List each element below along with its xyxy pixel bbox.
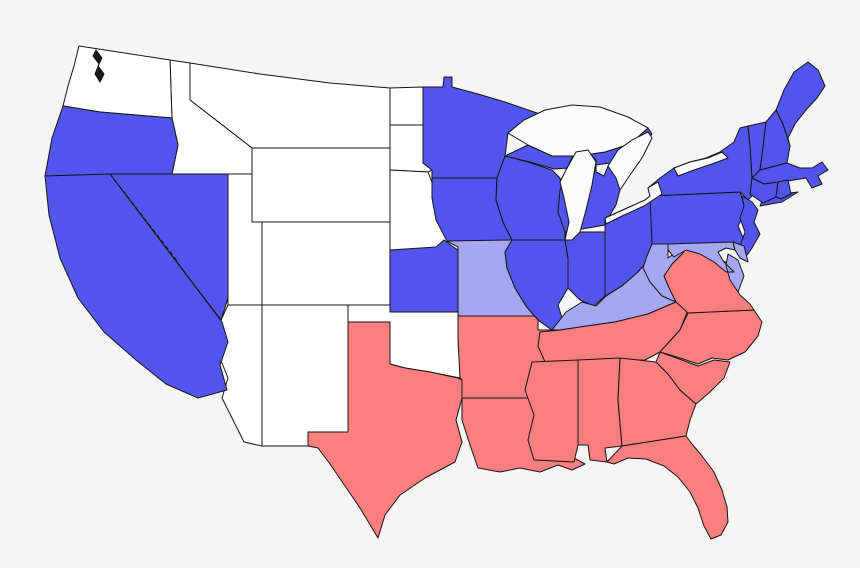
state-arizona: Arizona	[219, 304, 263, 447]
state-maine: Maine	[775, 61, 826, 147]
puget-sound-detail	[92, 49, 105, 83]
state-north-dakota: North Dakota	[389, 86, 424, 126]
state-oregon: Oregon	[44, 105, 179, 177]
lake-ontario	[673, 151, 729, 177]
state-indiana: Indiana	[564, 231, 606, 307]
state-south-carolina: South Carolina	[655, 351, 731, 405]
california-nevada-dashed-border	[109, 173, 179, 263]
state-alabama: Alabama	[577, 357, 623, 463]
state-new-mexico: New Mexico	[261, 304, 349, 447]
lake-superior	[507, 104, 649, 157]
lake-huron	[607, 131, 653, 191]
state-california: California	[44, 173, 229, 399]
state-kansas: Kansas	[389, 239, 459, 313]
state-florida: Florida	[606, 435, 729, 540]
state-north-carolina: North Carolina	[659, 309, 763, 365]
state-mississippi: Mississippi	[524, 359, 579, 463]
state-wyoming: Wyoming	[251, 147, 391, 223]
state-texas: Texas	[307, 321, 463, 539]
state-colorado: Colorado	[261, 221, 391, 306]
lake-erie	[604, 181, 663, 225]
state-delaware: Delaware	[732, 241, 749, 263]
state-pennsylvania: Pennsylvania	[649, 191, 747, 245]
state-washington: Washington	[62, 45, 173, 119]
state-rhode-island: Rhode Island	[775, 179, 792, 200]
state-new-jersey: New Jersey	[739, 195, 761, 259]
lake-michigan	[559, 149, 597, 241]
state-maryland: Maryland	[667, 241, 745, 293]
